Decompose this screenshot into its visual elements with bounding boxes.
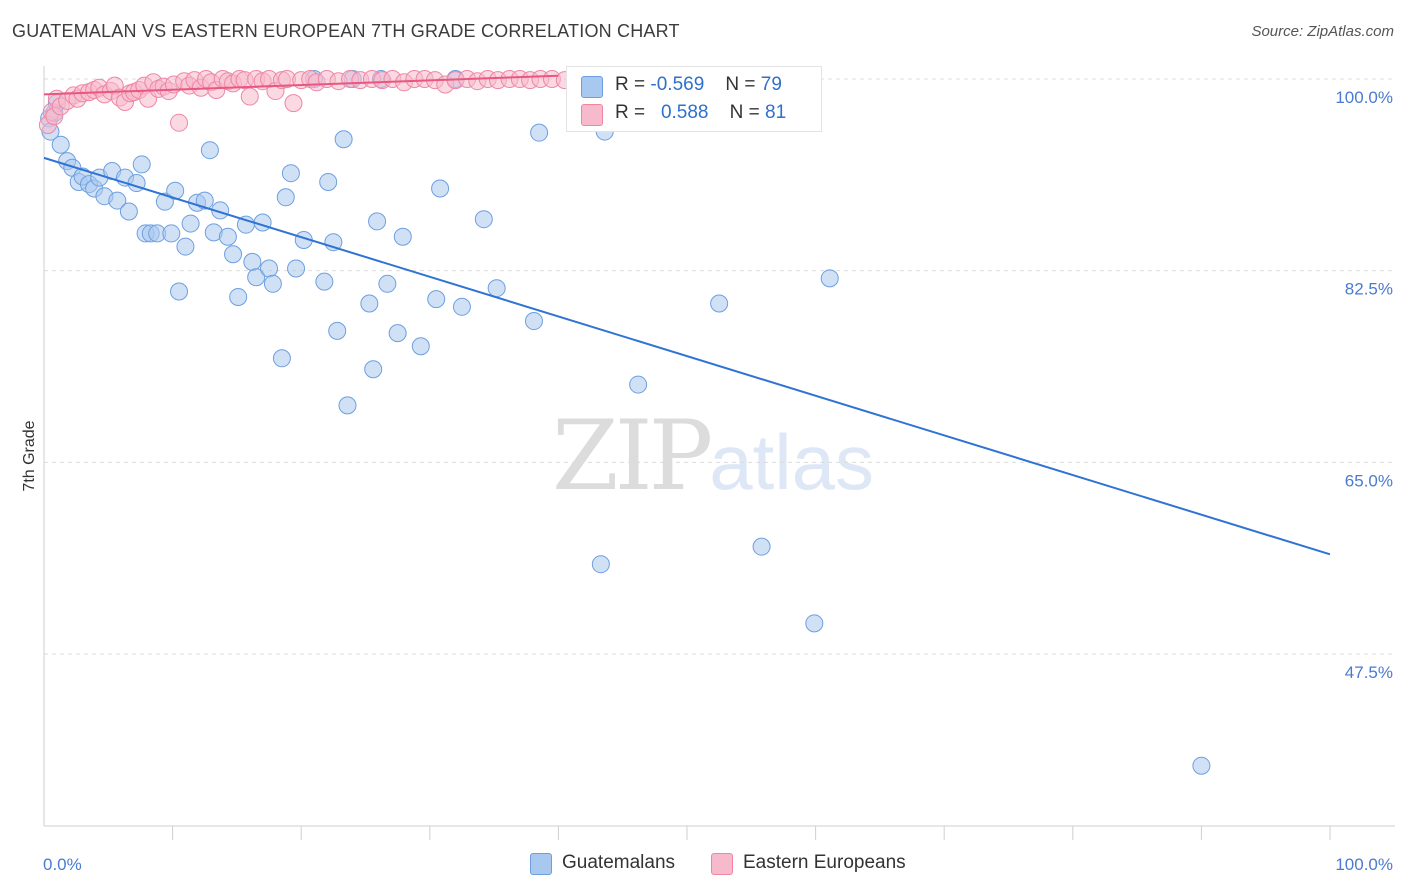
guatemalan-point xyxy=(195,191,214,210)
guatemalan-point xyxy=(328,321,347,340)
legend-swatch-pink xyxy=(581,104,603,126)
guatemalan-point xyxy=(200,141,219,160)
x-tick-label: 0.0% xyxy=(43,855,82,874)
eastern-european-point xyxy=(284,94,303,113)
guatemalan-point xyxy=(427,290,446,309)
legend-swatch-blue xyxy=(530,853,552,875)
legend-n-label: N = xyxy=(725,74,756,95)
guatemalan-point xyxy=(452,297,471,316)
guatemalan-point xyxy=(243,252,262,271)
guatemalan-point xyxy=(132,155,151,174)
guatemalan-point xyxy=(360,294,379,313)
guatemalan-point xyxy=(119,202,138,221)
guatemalan-point xyxy=(162,224,181,243)
guatemalan-point xyxy=(315,272,334,291)
y-tick-label: 65.0% xyxy=(1345,471,1393,490)
guatemalan-point xyxy=(364,360,383,379)
legend-r-label: R = xyxy=(615,102,646,123)
trend-lines xyxy=(43,74,1331,556)
eastern-european-point xyxy=(170,113,189,132)
legend-swatch-blue xyxy=(581,76,603,98)
legend-r-value: -0.569 xyxy=(650,74,705,95)
legend-swatch-pink xyxy=(711,853,733,875)
legend-n-value: 81 xyxy=(765,102,787,123)
x-tick-label: 100.0% xyxy=(1335,855,1393,874)
y-tick-label: 100.0% xyxy=(1335,88,1393,107)
guatemalan-point xyxy=(51,135,70,154)
guatemalan-point xyxy=(388,324,407,343)
guatemalan-point xyxy=(334,130,353,149)
guatemalan-point xyxy=(176,237,195,256)
source-label: Source: ZipAtlas.com xyxy=(1251,23,1394,40)
legend-label-eastern-europeans: Eastern Europeans xyxy=(743,852,906,873)
legend-r-label: R = xyxy=(615,74,646,95)
guatemalan-point xyxy=(1192,756,1211,775)
guatemalan-point xyxy=(378,274,397,293)
guatemalan-point xyxy=(281,164,300,183)
guatemalan-point xyxy=(319,172,338,191)
y-tick-label: 82.5% xyxy=(1345,280,1393,299)
guatemalan-point xyxy=(411,337,430,356)
guatemalan-point xyxy=(276,188,295,207)
y-tick-label: 47.5% xyxy=(1345,663,1393,682)
guatemalan-point xyxy=(368,212,387,231)
guatemalan-point xyxy=(338,396,357,415)
eastern-european-trend-line xyxy=(43,74,559,96)
guatemalan-point xyxy=(752,537,771,556)
guatemalan-point xyxy=(263,274,282,293)
guatemalan-point xyxy=(260,259,279,278)
guatemalan-point xyxy=(170,282,189,301)
guatemalan-point xyxy=(710,294,729,313)
guatemalan-point xyxy=(181,214,200,233)
guatemalan-point xyxy=(108,191,127,210)
guatemalan-point xyxy=(272,349,291,368)
guatemalan-point xyxy=(820,269,839,288)
legend-n-value: 79 xyxy=(760,74,782,95)
legend-label-guatemalans: Guatemalans xyxy=(562,852,676,873)
guatemalan-point xyxy=(487,279,506,298)
guatemalan-point xyxy=(431,179,450,198)
guatemalan-point xyxy=(218,227,237,246)
chart-title: GUATEMALAN VS EASTERN EUROPEAN 7TH GRADE… xyxy=(12,21,680,41)
guatemalan-point xyxy=(224,245,243,264)
y-axis-label: 7th Grade xyxy=(21,420,38,491)
axes xyxy=(43,66,1395,840)
legend-r-value: 0.588 xyxy=(660,102,709,123)
eastern-european-point xyxy=(240,87,259,106)
guatemalan-trend-line xyxy=(43,156,1331,556)
guatemalan-point xyxy=(393,227,412,246)
guatemalan-point xyxy=(591,555,610,574)
guatemalan-point xyxy=(524,312,543,331)
guatemalan-point xyxy=(229,287,248,306)
data-points xyxy=(38,70,1211,775)
guatemalan-point xyxy=(287,259,306,278)
guatemalan-point xyxy=(247,268,266,287)
legend-n-label: N = xyxy=(729,102,760,123)
guatemalan-point xyxy=(629,375,648,394)
guatemalan-point xyxy=(474,210,493,229)
guatemalan-point xyxy=(805,614,824,633)
correlation-legend: R = -0.569 N = 79 R = 0.588 N = 81 xyxy=(566,66,822,132)
tick-labels: 100.0% 82.5% 65.0% 47.5% 0.0% 100.0% xyxy=(43,88,1393,874)
watermark-zip: ZIP xyxy=(552,400,713,512)
guatemalan-point xyxy=(530,123,549,142)
